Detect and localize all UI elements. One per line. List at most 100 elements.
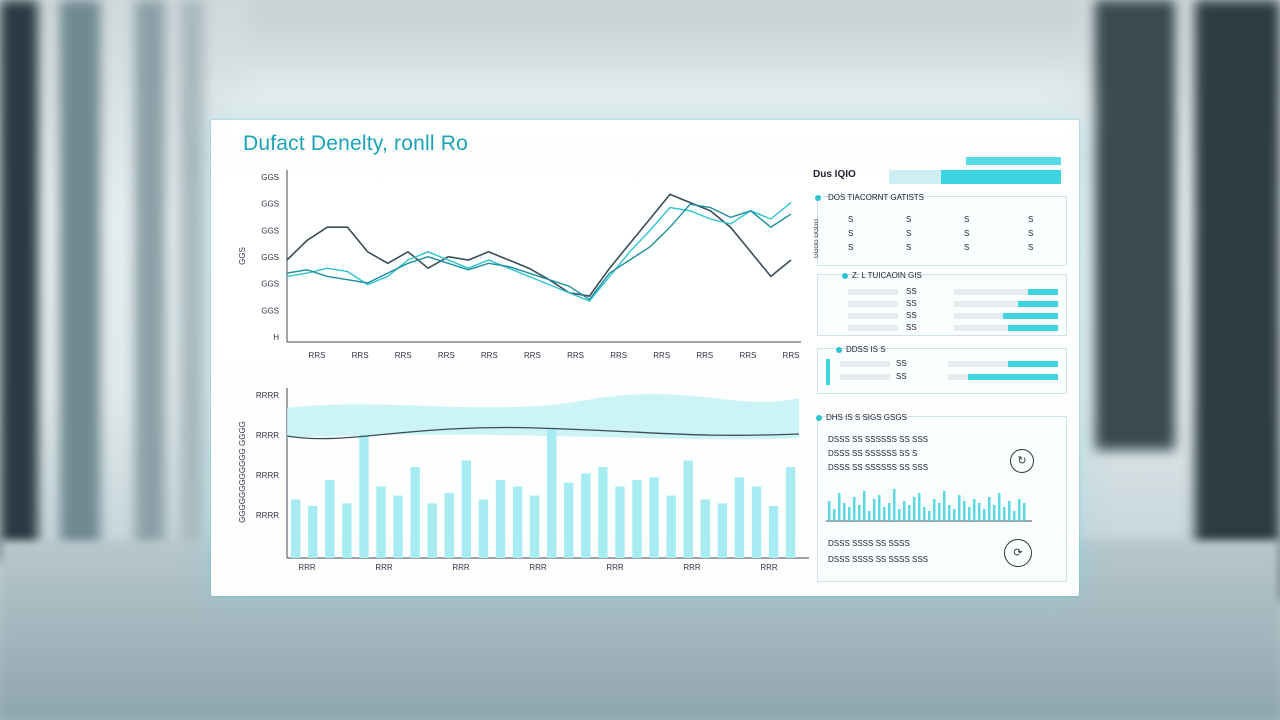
bar <box>768 506 779 558</box>
line-chart-x-tick: RRS <box>653 351 670 360</box>
bar-chart-band <box>287 394 799 440</box>
bars-card-title: Z: L TUICAOIN GIS <box>852 271 922 280</box>
bar-chart-y-label: GGGGGGGGGGGG GGGG <box>238 421 247 523</box>
stats-cell: S <box>1028 215 1034 224</box>
line-chart-x-tick: RRS <box>696 351 713 360</box>
stats-cell: S <box>848 243 854 252</box>
bar <box>683 460 693 558</box>
line-chart: GGS GGS GGS GGS GGS GGS H GGS RRS RRS RRS RRS RRS RRS… <box>231 164 811 364</box>
bar-chart-y-tick: RRRR <box>256 431 279 440</box>
stats-cell: S <box>848 229 854 238</box>
line-chart-y-tick: GGS <box>261 306 279 315</box>
bars-card-value: SS <box>906 311 917 320</box>
bar <box>581 473 591 558</box>
bar-chart-trend-line <box>286 426 800 440</box>
bar <box>444 493 454 558</box>
activity-card: DHS IS S SIGS GSGS DSSS SS SSSSSS SS SSS… <box>816 413 1067 582</box>
stats-card-title: DOS TIACORNT GATISTS <box>828 193 925 202</box>
bar-chart-y-tick: RRRR <box>256 391 279 400</box>
bar <box>717 503 728 558</box>
stats-cell: S <box>906 215 912 224</box>
stats-cell: S <box>1028 243 1034 252</box>
line-chart-x-tick: RRS <box>524 351 541 360</box>
stats-cell: S <box>964 243 970 252</box>
mini-card: DDSS IS S SS SS <box>817 345 1067 394</box>
bar <box>291 499 301 558</box>
line-chart-x-tick: RRS <box>739 351 756 360</box>
mini-card-value: SS <box>896 372 907 381</box>
bar <box>785 467 796 558</box>
bar-chart-x-tick: RRR <box>375 563 393 572</box>
bars-card-value: SS <box>906 323 917 332</box>
stats-cell: S <box>906 229 912 238</box>
line-chart-svg: GGS GGS GGS GGS GGS GGS H GGS RRS RRS RRS RRS RRS RRS… <box>238 170 801 360</box>
line-chart-x-tick: RRS <box>395 351 412 360</box>
line-chart-y-label: GGS <box>238 247 247 265</box>
bar <box>393 495 403 558</box>
line-chart-x-tick: RRS <box>481 351 498 360</box>
stats-cell: S <box>964 229 970 238</box>
bar <box>649 477 659 558</box>
activity-footer-2: DSSS SSSS SS SSSS SSS <box>828 555 929 564</box>
bar-chart-y-tick: RRRR <box>256 471 279 480</box>
bars-card: Z: L TUICAOIN GIS SS SS SS SS <box>817 271 1067 336</box>
stats-cell: S <box>906 243 912 252</box>
bar-chart-x-tick: RRR <box>683 563 701 572</box>
activity-line-3: DSSS SS SSSSSS SS SSS <box>828 463 929 472</box>
bar <box>615 486 625 558</box>
mini-card-value: SS <box>896 359 907 368</box>
bars-card-value: SS <box>906 287 917 296</box>
summary-label: Dus IQIO <box>813 169 856 180</box>
stats-cell: S <box>848 215 854 224</box>
line-chart-y-tick: GGS <box>261 200 279 209</box>
bar <box>666 495 676 558</box>
bar-chart-x-tick: RRR <box>529 563 547 572</box>
line-chart-x-tick: RRS <box>783 351 800 360</box>
bar <box>734 477 745 558</box>
bar <box>751 486 762 558</box>
line-series-2 <box>286 202 792 302</box>
dashboard-panel: Dufact Denelty, ronll Ro GGS GGS GGS GGS GGS… <box>211 120 1079 596</box>
line-chart-y-tick: GGS <box>261 226 279 235</box>
dashboard-title: Dufact Denelty, ronll Ro <box>243 132 469 155</box>
bar <box>700 499 710 558</box>
bar <box>325 480 335 558</box>
bar-chart-x-tick: RRR <box>606 563 624 572</box>
summary-top-bar <box>966 157 1061 165</box>
bar <box>598 467 608 558</box>
line-chart-x-tick: RRS <box>309 351 326 360</box>
bar <box>564 482 574 558</box>
activity-sparkline <box>826 489 1032 522</box>
line-chart-y-tick: GGS <box>261 173 279 182</box>
bar-chart-y-tick: RRRR <box>256 511 279 520</box>
refresh-icon[interactable]: ↻ <box>1010 449 1034 473</box>
bar <box>410 467 420 558</box>
activity-line-2: DSSS SS SSSSSS SS S <box>828 449 918 458</box>
stats-cell: S <box>1028 229 1034 238</box>
line-chart-x-tick: RRS <box>567 351 584 360</box>
bar <box>359 434 369 558</box>
bar <box>461 460 472 558</box>
bar <box>342 503 352 558</box>
stats-cell: S <box>964 215 970 224</box>
line-chart-y-tick: H <box>273 333 279 342</box>
bar <box>529 495 540 558</box>
line-series-1 <box>286 193 792 297</box>
bar-chart-x-tick: RRR <box>760 563 778 572</box>
bar-chart-x-tick: RRR <box>452 563 470 572</box>
bar <box>547 428 557 558</box>
summary-bar <box>889 170 1061 184</box>
line-chart-y-tick: GGS <box>261 253 279 262</box>
line-series-3 <box>286 203 792 301</box>
activity-footer-1: DSSS SSSS SS SSSS <box>828 539 910 548</box>
activity-card-title: DHS IS S SIGS GSGS <box>826 413 907 422</box>
summary-row: Dus IQIO <box>811 157 1067 184</box>
bar <box>478 499 489 558</box>
line-chart-x-tick: RRS <box>352 351 369 360</box>
line-chart-y-tick: GGS <box>261 280 279 289</box>
sync-icon[interactable]: ⟳ <box>1004 539 1032 567</box>
bar-chart: RRRR RRRR RRRR RRRR GGGGGGGGGGGG GGGG RRR RRR R… <box>231 382 811 582</box>
activity-line-1: DSSS SS SSSSSS SS SSS <box>828 435 929 444</box>
bar <box>308 506 318 558</box>
